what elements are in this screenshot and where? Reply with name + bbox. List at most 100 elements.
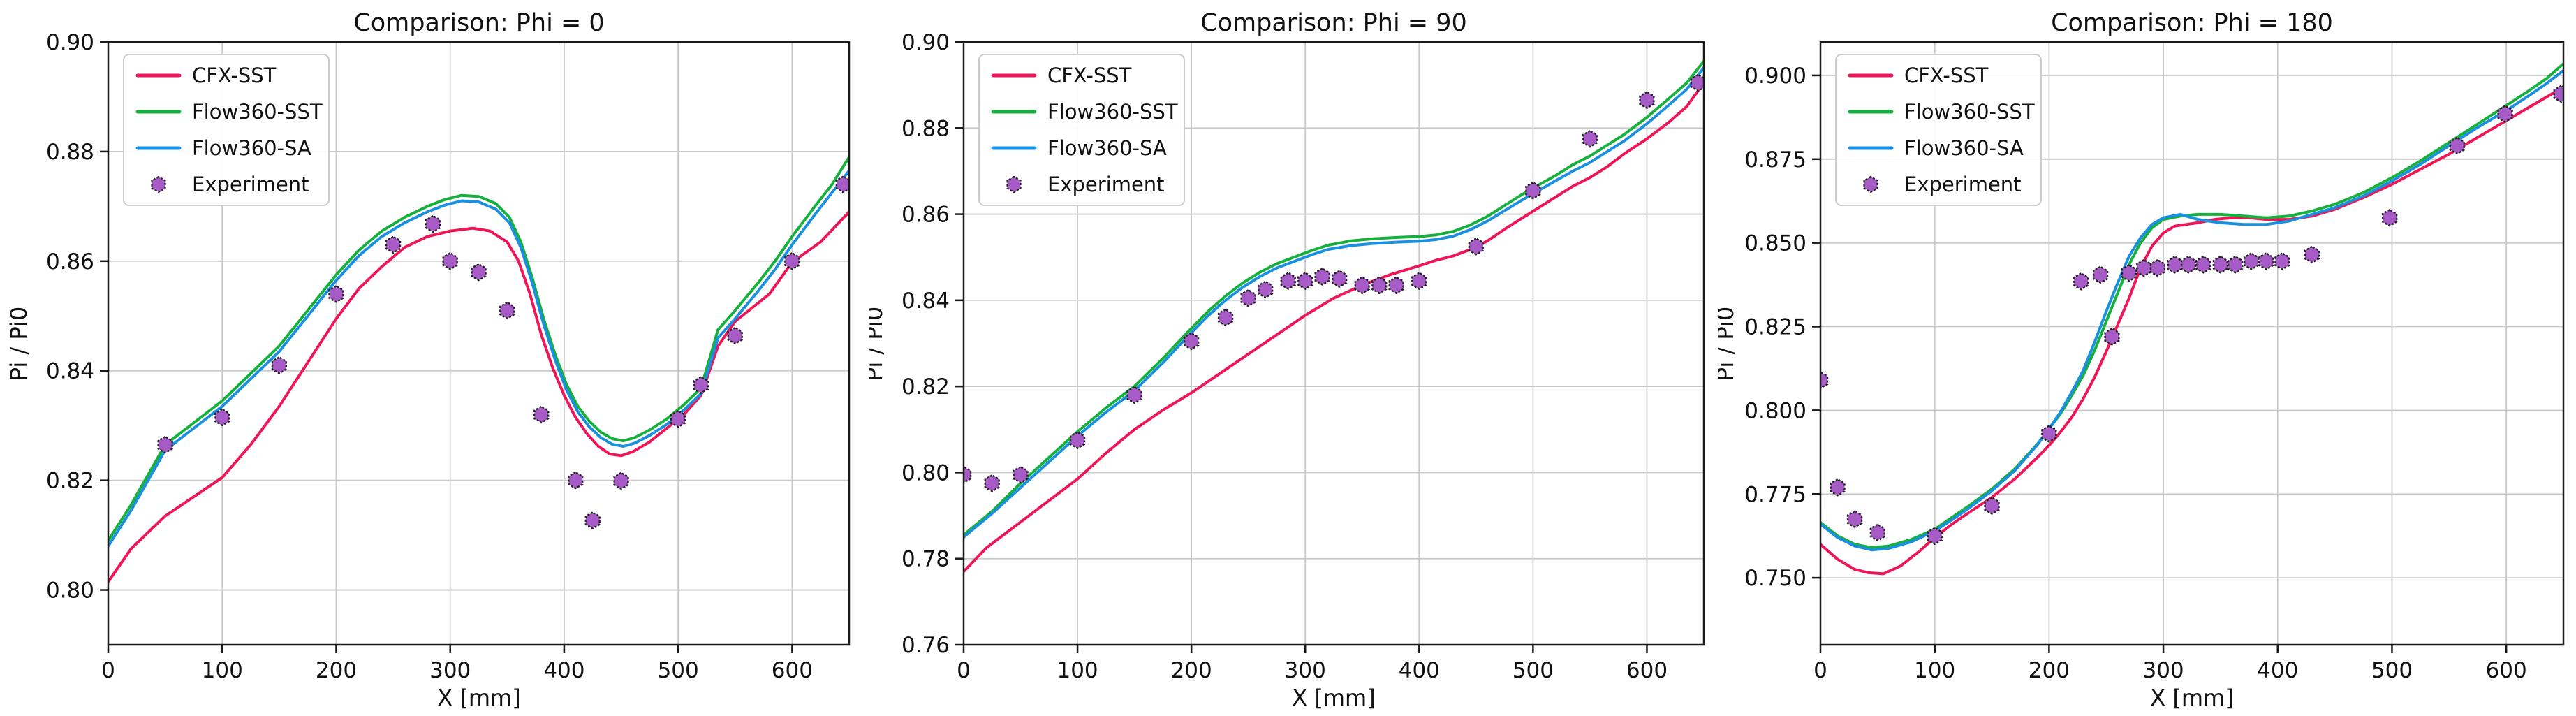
legend-marker-experiment [1006,175,1022,193]
tick-labels: 0 100 200 300 400 500 600 0.750 0.775 0.800 0.825 0… [1744,64,2526,683]
y-tick-label: 0.875 [1744,147,1806,173]
experiment-point [568,471,584,490]
curve-flow360-sst [108,155,849,542]
experiment-point [1069,431,1086,450]
y-tick-label: 0.90 [901,30,950,55]
experiment-point [1411,272,1427,290]
legend-marker-experiment [1863,175,1878,193]
x-tick-label: 300 [1285,658,1326,683]
experiment-point [271,356,287,374]
curve-flow360-sst [964,59,1704,536]
axes: 0 100 200 300 400 500 600 0.76 0.78 0.80 0.82 0.84 0… [901,30,1705,683]
experiment-point [471,263,487,282]
plot-area: 0 100 200 300 400 500 600 0.80 0.82 0.84 0.86 0.88 0… [46,30,851,683]
experiment-point [1332,270,1348,288]
tick-labels: 0 100 200 300 400 500 600 0.76 0.78 0.80 0.82 0.84 0… [901,30,1668,683]
experiment-point [1371,276,1388,295]
legend: CFX-SST Flow360-SST Flow360-SA Experiment [1835,54,2042,206]
chart-title: Comparison: Phi = 90 [1200,9,1467,37]
plot-border [1819,41,2565,646]
chart-panel-phi-90: Comparison: Phi = 90 X [mm] Pi / Pi0 0 10… [869,9,1705,711]
chart-title: Comparison: Phi = 180 [2051,9,2333,37]
experiment-point [157,435,173,454]
x-tick-label: 100 [202,658,243,683]
experiment-point [1297,272,1313,290]
experiment-point [2195,255,2211,274]
legend-box [978,54,1185,206]
y-tick-label: 0.80 [901,460,950,485]
experiment-point [2136,258,2152,277]
experiment-point [328,285,344,303]
y-tick-label: 0.850 [1744,231,1806,256]
y-tick-label: 0.82 [901,374,950,400]
legend-label: Flow360-SA [1047,136,1167,160]
experiment-point [1869,523,1885,542]
x-tick-label: 600 [772,658,813,683]
curve-flow360-sa [108,169,849,548]
y-tick-label: 0.84 [901,288,950,314]
experiment-point [1013,465,1029,484]
data-layer [1820,62,2563,576]
experiment-point [214,408,230,427]
y-tick-label: 0.86 [46,249,94,275]
curve-cfx-sst [108,210,849,583]
experiment-point [2041,425,2057,443]
experiment-point [1525,181,1541,200]
x-tick-label: 200 [2029,658,2070,683]
x-axis-label: X [mm] [1292,685,1375,711]
legend-label: Flow360-SST [192,100,323,124]
x-tick-label: 400 [543,658,584,683]
y-tick-label: 0.86 [901,203,950,228]
x-tick-label: 600 [1626,658,1668,683]
curve-cfx-sst [964,81,1704,573]
experiment-point [1184,332,1200,351]
experiment-point [613,472,629,490]
y-tick-label: 0.82 [46,469,94,494]
legend-box [123,54,330,206]
experiment-point [584,511,601,529]
x-tick-label: 100 [1057,658,1098,683]
experiment-point [2274,252,2290,270]
experiment-point [2180,255,2197,274]
experiment-point [2212,255,2229,274]
chart-title: Comparison: Phi = 0 [353,9,604,37]
experiment-point [2304,245,2320,264]
y-tick-label: 0.90 [46,30,94,55]
experiment-point [1240,288,1256,307]
experiment-point [2167,255,2183,274]
legend-label: CFX-SST [1047,64,1132,87]
x-tick-label: 500 [1513,658,1554,683]
x-tick-label: 500 [658,658,699,683]
experiment-point [1639,91,1655,110]
data-layer [964,59,1704,573]
experiment-point [1126,386,1142,404]
experiment-point [2092,265,2109,284]
x-tick-label: 0 [101,658,115,683]
x-axis-label: X [mm] [437,685,520,711]
curve-flow360-sst [1820,62,2563,549]
tick-labels: 0 100 200 300 400 500 600 0.80 0.82 0.84 0.86 0.88 0… [46,30,813,683]
experiment-point [1217,308,1234,327]
y-tick-label: 0.88 [46,140,94,165]
y-tick-label: 0.76 [901,633,950,658]
experiment-point [533,405,550,424]
experiment-point [835,175,849,193]
data-layer [108,155,849,583]
experiment-point [984,474,1000,492]
y-tick-label: 0.84 [46,359,94,384]
plot-border [107,41,851,646]
experiment-point [2121,263,2137,282]
experiment-point [1582,129,1598,148]
x-tick-label: 600 [2486,658,2527,683]
y-axis-label: Pi / Pi0 [1718,307,1739,381]
experiment-point [2149,258,2166,277]
y-tick-label: 0.800 [1744,398,1806,423]
legend-label: CFX-SST [1904,64,1989,87]
experiment-point [442,251,458,270]
experiment-point [1468,237,1484,256]
experiment-point [1927,527,1943,546]
experiment-point [385,235,402,254]
tick-marks [100,41,793,653]
experiment-point [2228,255,2244,274]
